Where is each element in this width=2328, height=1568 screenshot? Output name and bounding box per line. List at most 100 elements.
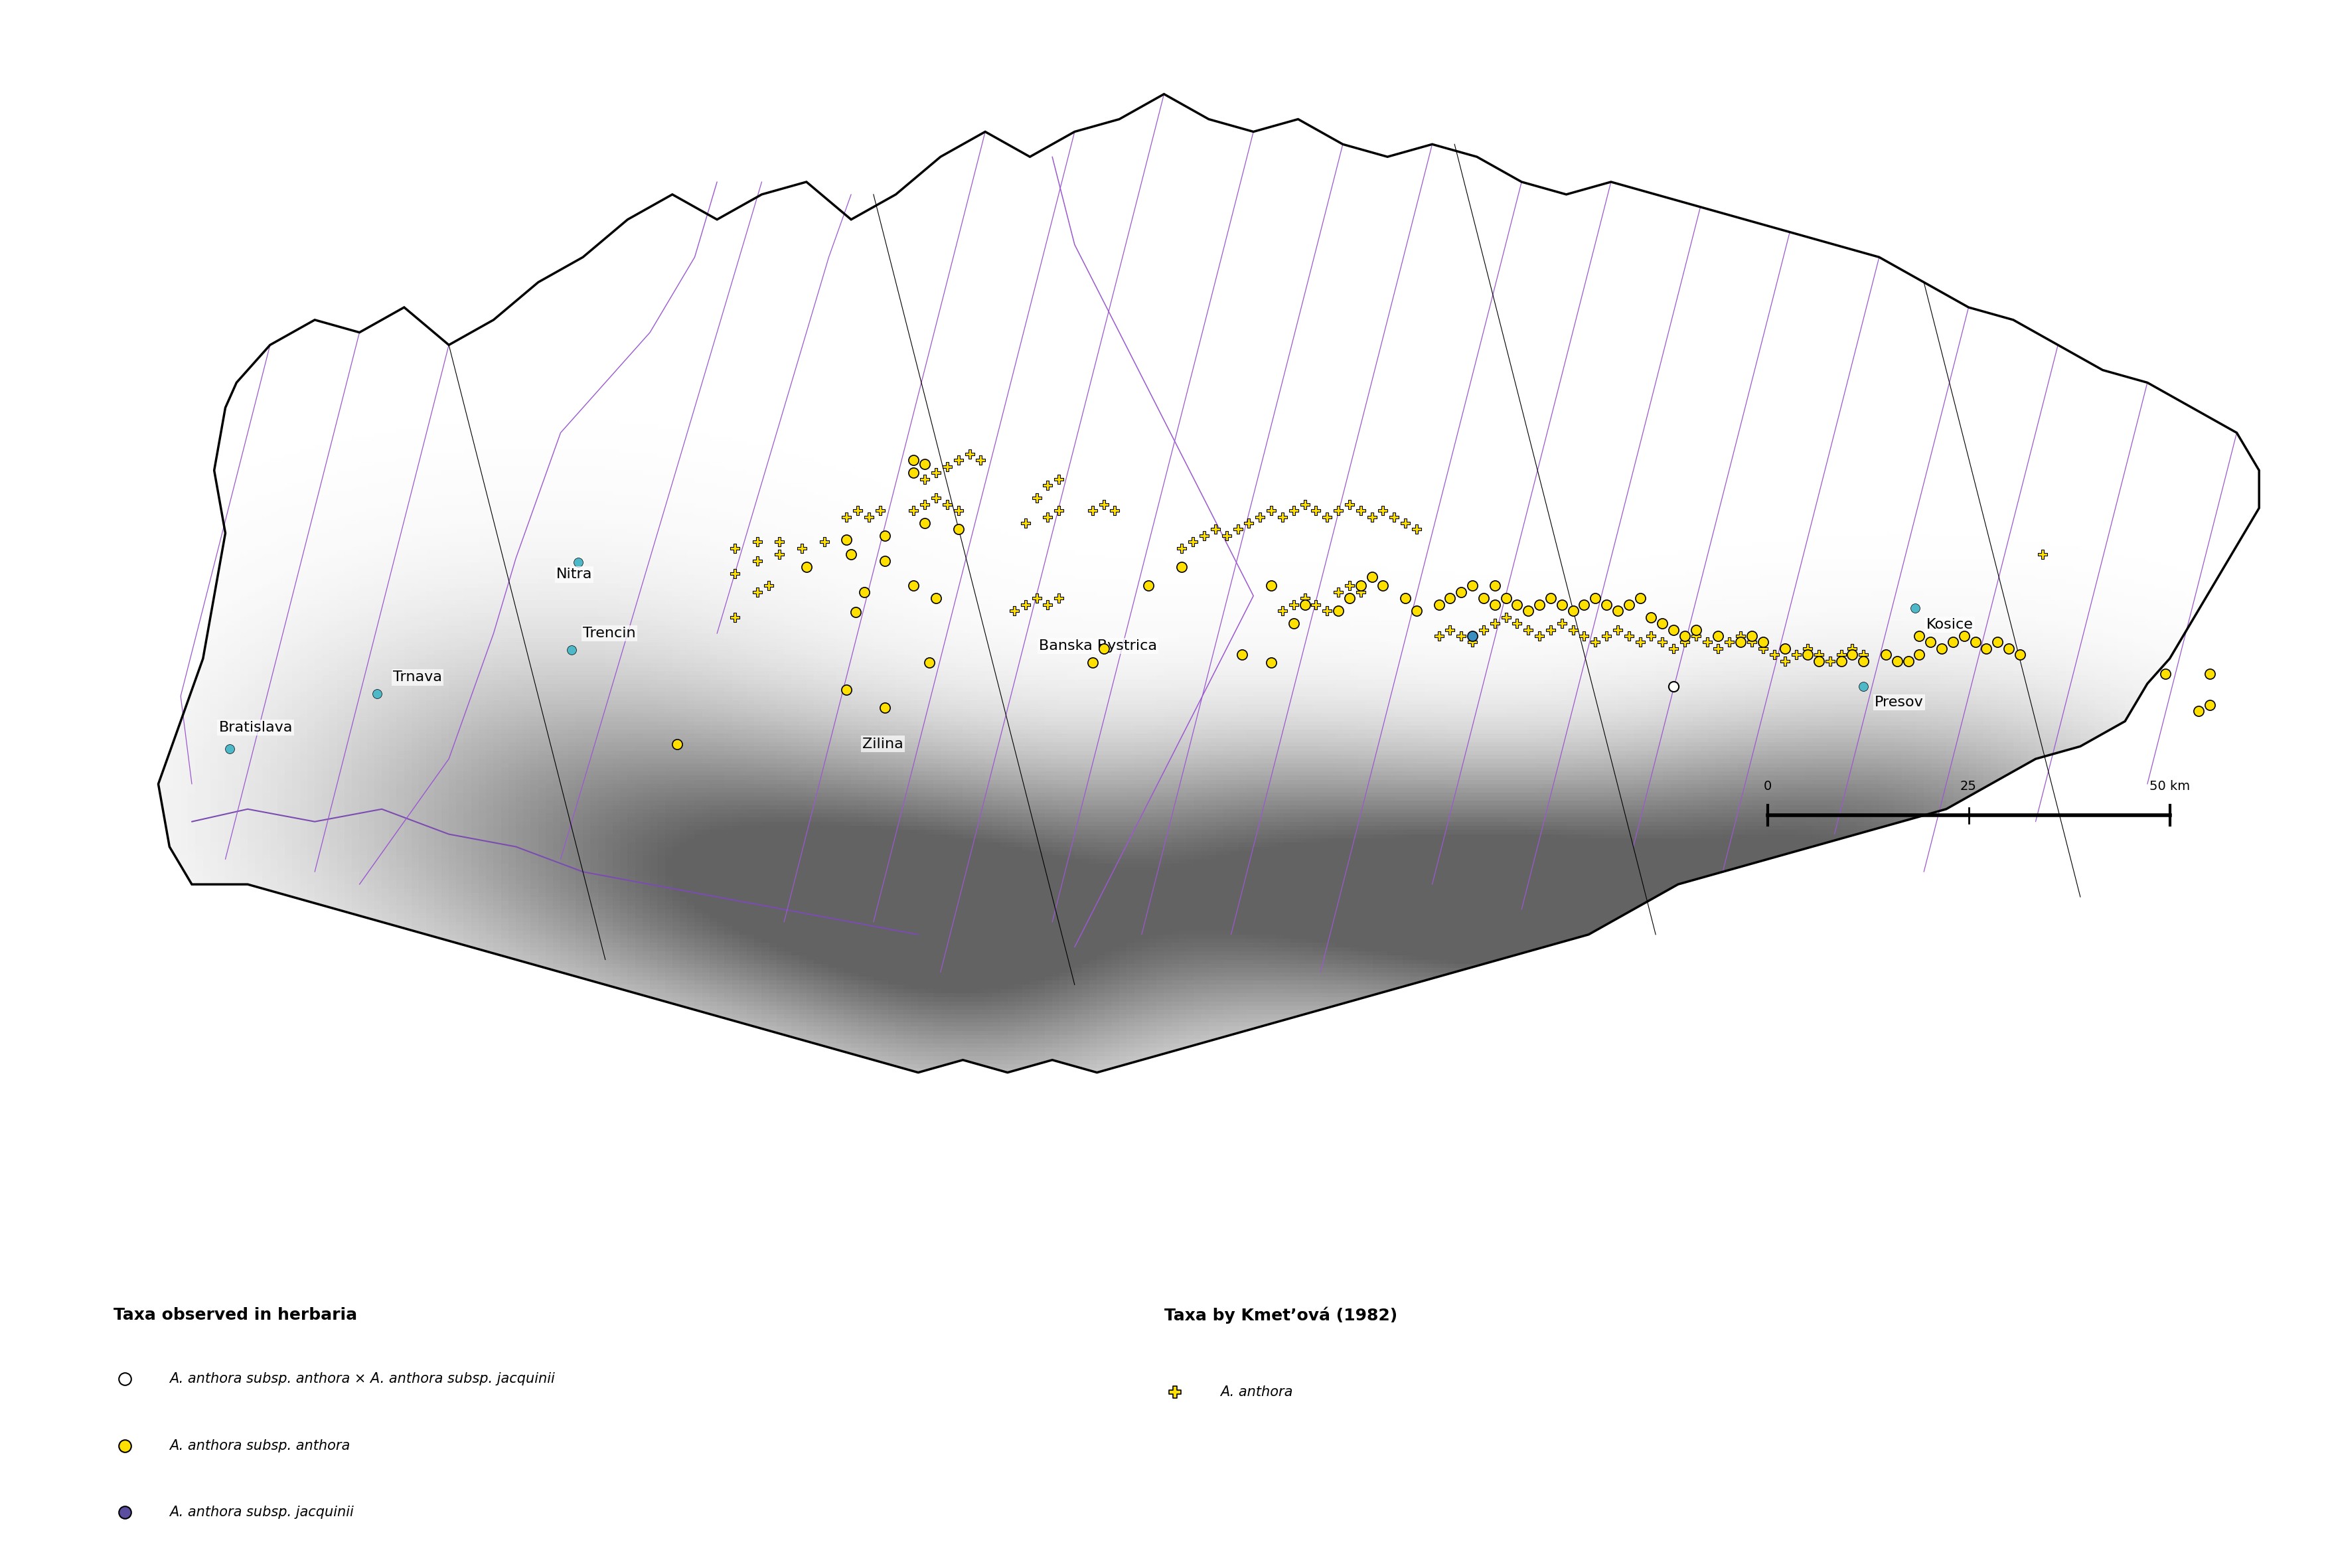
Point [866, 549, 903, 574]
Point [1017, 586, 1055, 612]
Point [1834, 637, 1872, 662]
Point [1432, 618, 1469, 643]
Point [1532, 618, 1569, 643]
Point [1555, 618, 1592, 643]
Text: Taxa by Kmet’ová (1982): Taxa by Kmet’ová (1982) [1164, 1308, 1397, 1323]
Point [1676, 618, 1713, 643]
Text: A. anthora subsp. anthora × A. anthora subsp. jacquinii: A. anthora subsp. anthora × A. anthora s… [170, 1372, 554, 1386]
Point [906, 452, 943, 477]
Point [829, 677, 866, 702]
Point [838, 599, 875, 624]
Point [829, 527, 866, 552]
Point [2191, 693, 2228, 718]
Point [1241, 505, 1278, 530]
Text: Nitra: Nitra [556, 568, 591, 582]
Point [1397, 517, 1434, 543]
Text: A. anthora: A. anthora [1220, 1386, 1292, 1399]
Point [1332, 492, 1369, 517]
Text: Bratislava: Bratislava [219, 721, 293, 734]
Point [1732, 630, 1769, 655]
Text: Taxa observed in herbaria: Taxa observed in herbaria [114, 1308, 356, 1323]
Point [1341, 574, 1378, 599]
Point [894, 448, 931, 474]
Point [1632, 605, 1669, 630]
Polygon shape [47, 31, 2281, 1286]
Point [1564, 624, 1602, 649]
Point [738, 549, 775, 574]
Point [1588, 624, 1625, 649]
Point [941, 499, 978, 524]
Point [1499, 593, 1536, 618]
Point [845, 580, 882, 605]
Point [866, 695, 903, 720]
Point [750, 574, 787, 599]
Point [1464, 618, 1502, 643]
Point [1453, 630, 1490, 655]
Point [1744, 630, 1781, 655]
Point [1006, 593, 1043, 618]
Point [1576, 586, 1613, 612]
Point [2191, 662, 2228, 687]
Point [1453, 574, 1490, 599]
Point [1220, 517, 1257, 543]
Point [1788, 643, 1825, 668]
Point [1699, 637, 1737, 662]
Point [1085, 492, 1122, 517]
Point [1185, 524, 1222, 549]
Point [1476, 612, 1513, 637]
Point [1229, 511, 1266, 536]
Point [1420, 624, 1457, 649]
Point [1197, 517, 1234, 543]
Point [1823, 649, 1860, 674]
Text: Presov: Presov [1874, 696, 1923, 709]
Point [861, 499, 899, 524]
Point [1276, 593, 1313, 618]
Point [1611, 624, 1648, 649]
Point [950, 442, 987, 467]
Point [2023, 543, 2060, 568]
Point [761, 530, 799, 555]
Point [894, 461, 931, 486]
Point [1699, 624, 1737, 649]
Point [1041, 499, 1078, 524]
Point [1900, 643, 1937, 668]
Text: Trencin: Trencin [582, 627, 636, 640]
Point [2179, 699, 2216, 724]
Point [717, 536, 754, 561]
Point [1844, 643, 1881, 668]
Point [1364, 499, 1401, 524]
Point [838, 499, 875, 524]
Point [1990, 637, 2028, 662]
Point [906, 511, 943, 536]
Point [1443, 624, 1481, 649]
Point [1308, 505, 1346, 530]
Point [894, 574, 931, 599]
Point [1341, 580, 1378, 605]
Point [1332, 574, 1369, 599]
Point [929, 455, 966, 480]
Point [850, 505, 887, 530]
Text: A. anthora subsp. anthora: A. anthora subsp. anthora [170, 1439, 349, 1452]
Point [1297, 499, 1334, 524]
Point [1655, 637, 1692, 662]
Point [1732, 624, 1769, 649]
Point [1476, 593, 1513, 618]
Point [941, 517, 978, 543]
Point [1252, 574, 1290, 599]
Point [1085, 637, 1122, 662]
Text: 50 km: 50 km [2149, 781, 2191, 793]
Point [1208, 524, 1245, 549]
Point [1443, 580, 1481, 605]
Point [1376, 505, 1413, 530]
Point [1017, 486, 1055, 511]
Point [1755, 643, 1793, 668]
Point [1432, 586, 1469, 612]
Text: Trnava: Trnava [393, 671, 442, 684]
Point [1779, 643, 1816, 668]
Point [1264, 599, 1301, 624]
Text: 0: 0 [1762, 781, 1772, 793]
Point [1632, 624, 1669, 649]
Point [1744, 637, 1781, 662]
Point [1297, 593, 1334, 618]
Text: Kosice: Kosice [1925, 618, 1974, 632]
